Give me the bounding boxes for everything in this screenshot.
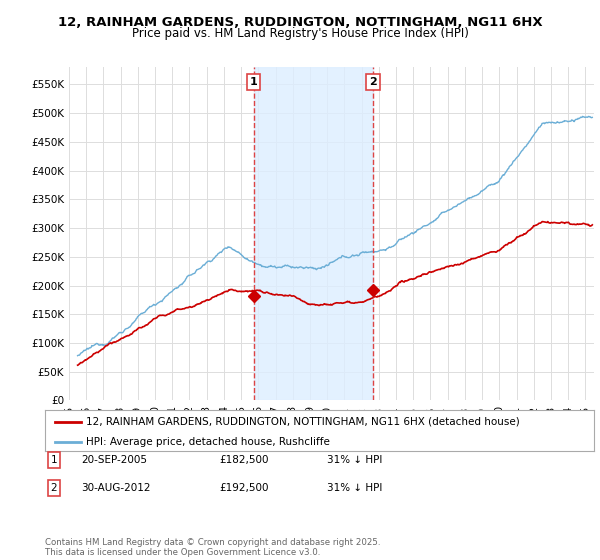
Text: Price paid vs. HM Land Registry's House Price Index (HPI): Price paid vs. HM Land Registry's House … [131, 27, 469, 40]
Text: 31% ↓ HPI: 31% ↓ HPI [327, 483, 382, 493]
Bar [254, 67, 373, 400]
Text: 31% ↓ HPI: 31% ↓ HPI [327, 455, 382, 465]
Text: 12, RAINHAM GARDENS, RUDDINGTON, NOTTINGHAM, NG11 6HX (detached house): 12, RAINHAM GARDENS, RUDDINGTON, NOTTING… [86, 417, 520, 427]
Text: 12, RAINHAM GARDENS, RUDDINGTON, NOTTINGHAM, NG11 6HX: 12, RAINHAM GARDENS, RUDDINGTON, NOTTING… [58, 16, 542, 29]
Text: £192,500: £192,500 [219, 483, 269, 493]
Text: 20-SEP-2005: 20-SEP-2005 [81, 455, 147, 465]
Text: 2: 2 [369, 77, 377, 87]
Text: 1: 1 [50, 455, 58, 465]
Text: Contains HM Land Registry data © Crown copyright and database right 2025.
This d: Contains HM Land Registry data © Crown c… [45, 538, 380, 557]
Text: 1: 1 [250, 77, 257, 87]
Text: £182,500: £182,500 [219, 455, 269, 465]
Text: 30-AUG-2012: 30-AUG-2012 [81, 483, 151, 493]
Text: HPI: Average price, detached house, Rushcliffe: HPI: Average price, detached house, Rush… [86, 437, 330, 447]
Text: 2: 2 [50, 483, 58, 493]
